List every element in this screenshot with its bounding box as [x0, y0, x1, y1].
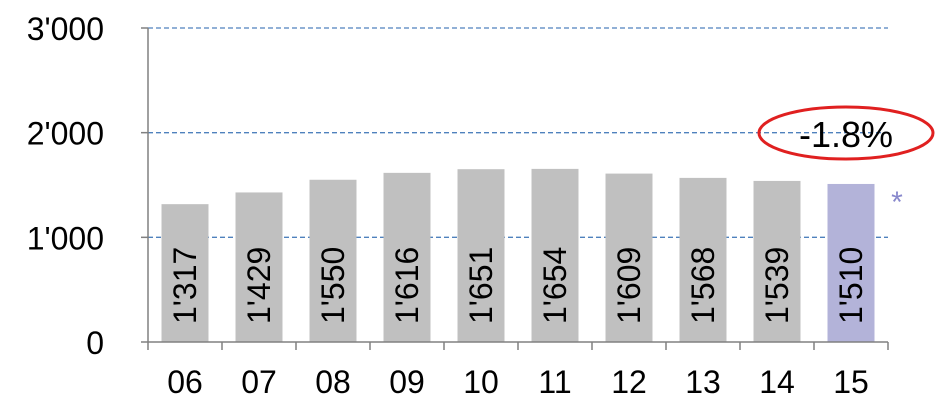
bar-13	[679, 177, 727, 342]
bar-10	[457, 169, 505, 342]
x-tick-label-08: 08	[315, 364, 351, 398]
x-tick-label-13: 13	[685, 364, 721, 398]
y-axis: 0 1'000 2'000 3'000	[27, 11, 149, 361]
bar-12	[605, 173, 653, 342]
bar-value-label-11: 1'654	[537, 247, 573, 324]
asterisk-marker: *	[891, 186, 903, 219]
y-tick-label-1000: 1'000	[27, 220, 104, 256]
change-callout-ring	[757, 105, 935, 161]
x-tick-label-11: 11	[538, 364, 571, 398]
x-tick-label-09: 09	[389, 364, 425, 398]
bar-08	[309, 179, 357, 342]
bar-value-label-15: 1'510	[833, 247, 869, 324]
bar-06	[161, 204, 209, 342]
y-tick-label-0: 0	[86, 325, 104, 361]
x-tick-label-06: 06	[167, 364, 203, 398]
bar-value-label-12: 1'609	[611, 247, 647, 324]
bar-15	[827, 183, 875, 342]
bar-value-label-09: 1'616	[389, 247, 425, 324]
change-label: -1.8%	[799, 114, 893, 155]
x-tick-label-12: 12	[611, 364, 647, 398]
bar-11	[531, 168, 579, 342]
bar-value-label-06: 1'317	[167, 247, 203, 324]
annotations: -1.8% *	[757, 105, 935, 219]
x-axis: 06 07 08 09 10 11 12 13 14 15	[147, 341, 889, 398]
x-tick-label-14: 14	[759, 364, 795, 398]
x-tick-label-10: 10	[463, 364, 499, 398]
y-tick-label-3000: 3'000	[27, 11, 104, 47]
x-tick-label-07: 07	[241, 364, 277, 398]
bar-09	[383, 172, 431, 342]
bar-07	[235, 192, 283, 342]
bar-value-label-13: 1'568	[685, 247, 721, 324]
y-tick-label-2000: 2'000	[27, 116, 104, 152]
bar-14	[753, 180, 801, 342]
bar-value-label-14: 1'539	[759, 247, 795, 324]
bar-value-label-07: 1'429	[241, 247, 277, 324]
x-tick-label-15: 15	[833, 364, 869, 398]
bar-value-label-08: 1'550	[315, 247, 351, 324]
bar-value-label-10: 1'651	[463, 247, 499, 324]
bars: 1'317 1'429 1'550 1'616 1'651 1'654 1'609 1'568…	[161, 168, 875, 342]
